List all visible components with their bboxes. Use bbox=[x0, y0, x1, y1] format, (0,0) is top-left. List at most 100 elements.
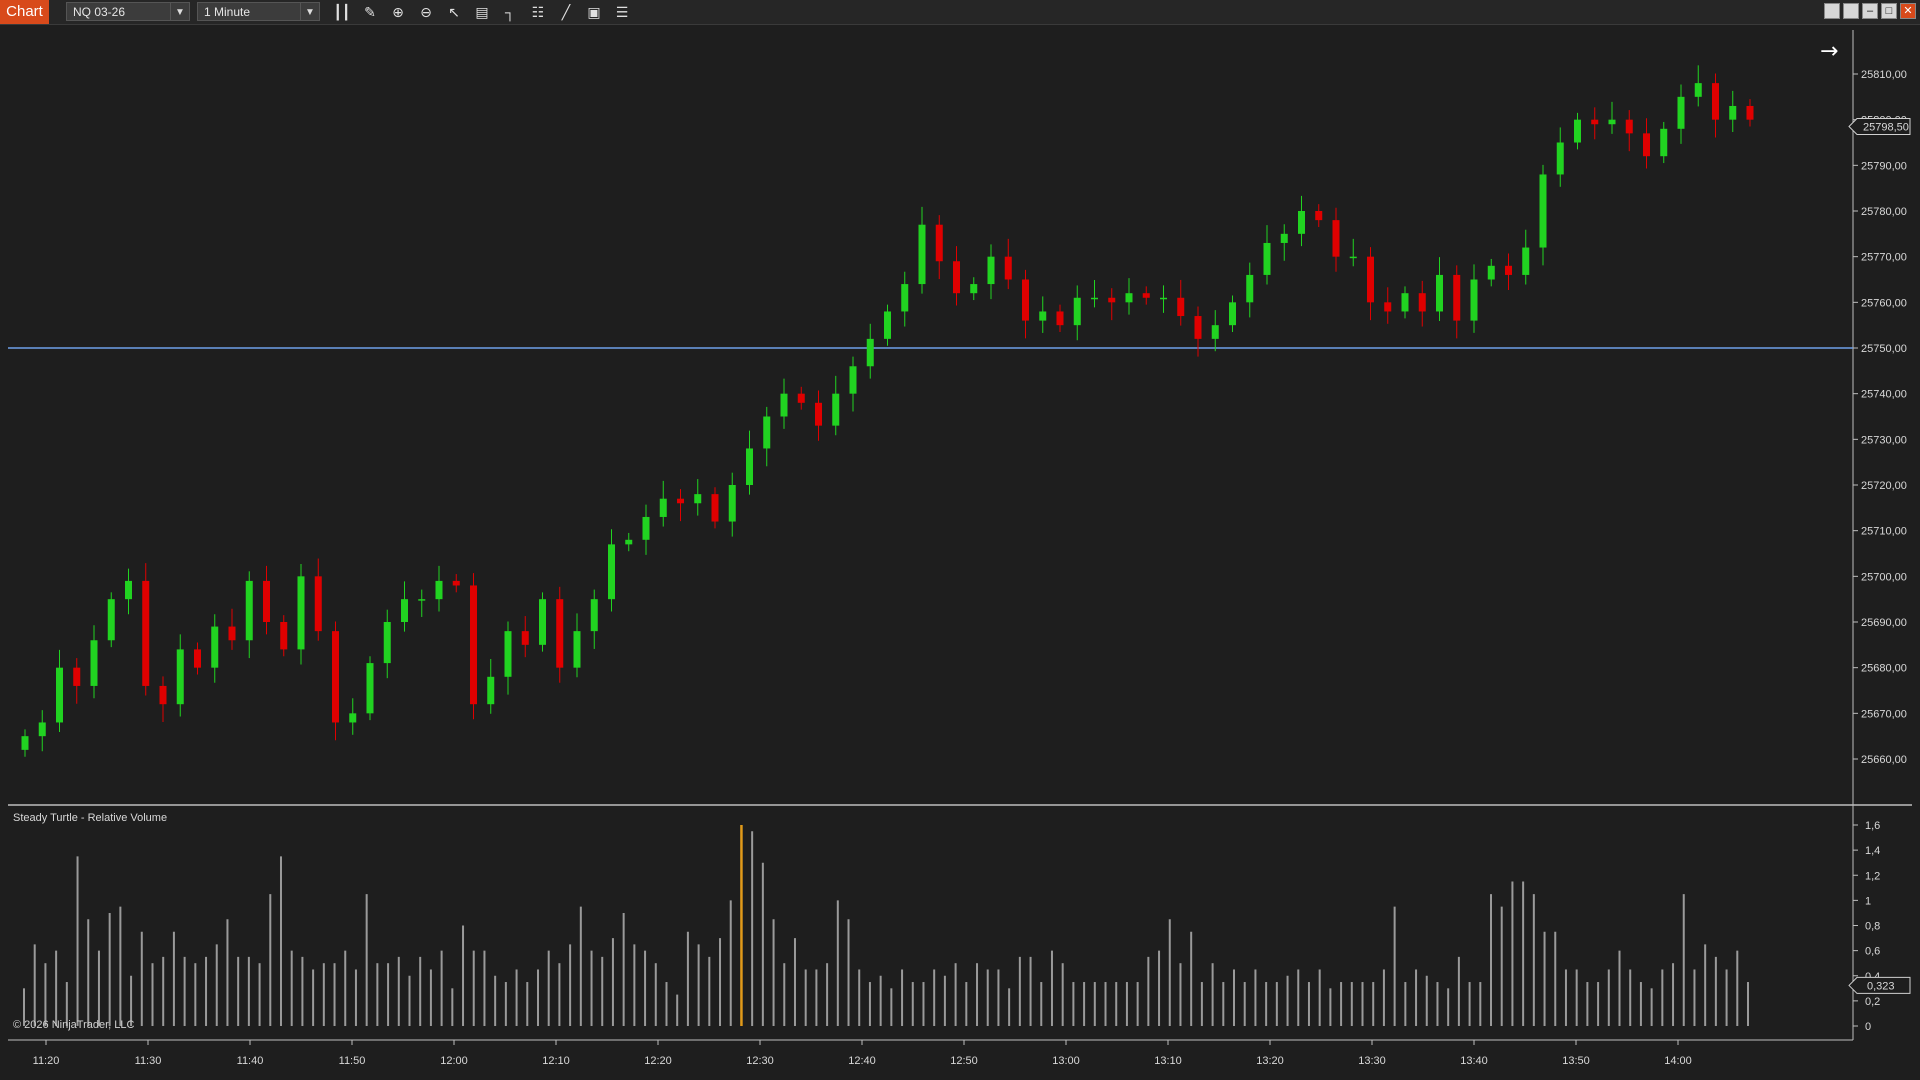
candle-body bbox=[1539, 174, 1547, 248]
last-price-marker bbox=[1848, 118, 1911, 136]
indicators-icon[interactable]: ╱ bbox=[561, 3, 571, 20]
time-label: 12:10 bbox=[542, 1055, 570, 1067]
candle-body bbox=[1229, 302, 1236, 326]
candle-body bbox=[73, 667, 81, 686]
candle-body bbox=[107, 599, 115, 641]
properties-icon[interactable]: ▣ bbox=[587, 3, 601, 20]
interval-selector[interactable]: 1 Minute ▼ bbox=[197, 2, 320, 21]
candle-body bbox=[1677, 96, 1685, 129]
time-label: 13:00 bbox=[1052, 1055, 1080, 1067]
candle-body bbox=[297, 576, 305, 650]
data-box-icon[interactable]: ▤ bbox=[475, 3, 489, 20]
candle-body bbox=[1142, 293, 1150, 298]
price-label: 25710,00 bbox=[1861, 526, 1907, 538]
candle-body bbox=[659, 498, 667, 517]
price-label: 25670,00 bbox=[1861, 708, 1907, 720]
candle-body bbox=[176, 649, 184, 705]
candle-body bbox=[1556, 142, 1564, 175]
time-label: 12:50 bbox=[950, 1055, 978, 1067]
candle-body bbox=[38, 722, 46, 737]
candle-body bbox=[228, 626, 236, 641]
candle-body bbox=[901, 284, 909, 312]
candlestick-series bbox=[21, 65, 1754, 757]
candle-body bbox=[1470, 279, 1478, 321]
candle-body bbox=[1263, 242, 1271, 275]
candle-body bbox=[263, 580, 270, 622]
bar-type-icon[interactable]: ┃┃ bbox=[333, 3, 351, 20]
price-panel[interactable] bbox=[8, 30, 1853, 805]
candle-body bbox=[625, 539, 633, 545]
indicator-axis-label: 1,2 bbox=[1865, 870, 1880, 882]
maximize-icon[interactable]: □ bbox=[1881, 3, 1897, 19]
candle-body bbox=[90, 640, 98, 686]
candle-body bbox=[1298, 211, 1305, 234]
candle-body bbox=[1108, 297, 1116, 303]
candle-body bbox=[280, 622, 288, 650]
chevron-down-icon[interactable]: ▼ bbox=[170, 3, 189, 20]
chevron-down-icon[interactable]: ▼ bbox=[300, 3, 319, 20]
price-label: 25810,00 bbox=[1861, 69, 1907, 81]
instrument-value: NQ 03-26 bbox=[73, 5, 126, 19]
candle-body bbox=[1194, 316, 1202, 339]
restore-icon[interactable] bbox=[1843, 3, 1859, 19]
candle-body bbox=[366, 663, 374, 714]
candle-body bbox=[245, 580, 253, 641]
indicator-title: Steady Turtle - Relative Volume bbox=[13, 812, 168, 824]
tile-icon[interactable] bbox=[1824, 3, 1840, 19]
candle-body bbox=[332, 631, 339, 723]
candle-body bbox=[504, 631, 512, 677]
zoom-in-icon[interactable]: ⊕ bbox=[392, 3, 404, 20]
scroll-right-arrow-icon[interactable]: → bbox=[1820, 39, 1838, 64]
candle-body bbox=[539, 599, 546, 645]
candle-body bbox=[142, 580, 150, 686]
pencil-draw-icon[interactable]: ✎ bbox=[364, 3, 376, 20]
time-label: 11:50 bbox=[339, 1055, 366, 1067]
candle-body bbox=[1436, 274, 1443, 312]
price-label: 25660,00 bbox=[1861, 754, 1907, 766]
candle-body bbox=[832, 393, 840, 426]
time-label: 11:20 bbox=[33, 1055, 60, 1067]
list-icon[interactable]: ☰ bbox=[615, 3, 629, 20]
pointer-icon[interactable]: ↖ bbox=[448, 3, 460, 20]
close-icon[interactable]: ✕ bbox=[1900, 3, 1916, 19]
candle-body bbox=[1591, 119, 1599, 125]
time-label: 11:30 bbox=[135, 1055, 162, 1067]
candle-body bbox=[1418, 293, 1426, 312]
candle-body bbox=[1729, 105, 1737, 120]
candle-body bbox=[1211, 325, 1219, 339]
strategies-icon[interactable]: ☷ bbox=[531, 3, 545, 20]
candle-body bbox=[1125, 293, 1133, 303]
candle-body bbox=[590, 599, 598, 632]
indicator-value-marker bbox=[1848, 976, 1911, 994]
time-label: 13:30 bbox=[1358, 1055, 1386, 1067]
chart-trader-icon[interactable]: ┐ bbox=[505, 4, 515, 20]
candle-body bbox=[21, 736, 29, 750]
candle-body bbox=[1746, 105, 1754, 120]
candle-body bbox=[1004, 256, 1012, 280]
candle-body bbox=[1608, 119, 1616, 125]
price-label: 25720,00 bbox=[1861, 480, 1907, 492]
candle-body bbox=[780, 393, 788, 417]
price-label: 25690,00 bbox=[1861, 617, 1907, 629]
candle-body bbox=[487, 676, 495, 705]
time-label: 13:40 bbox=[1460, 1055, 1488, 1067]
candle-body bbox=[1401, 293, 1409, 312]
time-label: 12:00 bbox=[440, 1055, 468, 1067]
indicator-value-label: 0,323 bbox=[1867, 980, 1895, 992]
candle-body bbox=[521, 631, 529, 645]
instrument-selector[interactable]: NQ 03-26 ▼ bbox=[66, 2, 190, 21]
candle-body bbox=[1643, 133, 1650, 157]
price-label: 25750,00 bbox=[1861, 343, 1907, 355]
price-label: 25740,00 bbox=[1861, 389, 1907, 401]
candle-body bbox=[418, 599, 426, 601]
relative-volume-series bbox=[23, 825, 1749, 1026]
zoom-out-icon[interactable]: ⊖ bbox=[420, 3, 432, 20]
candle-body bbox=[1315, 211, 1323, 221]
candle-body bbox=[1056, 311, 1064, 326]
chart-tab[interactable]: Chart bbox=[0, 0, 49, 24]
minimize-icon[interactable]: ‒ bbox=[1862, 3, 1878, 19]
indicator-axis-label: 0 bbox=[1865, 1021, 1871, 1033]
candle-body bbox=[1091, 297, 1098, 300]
candle-body bbox=[556, 599, 564, 668]
